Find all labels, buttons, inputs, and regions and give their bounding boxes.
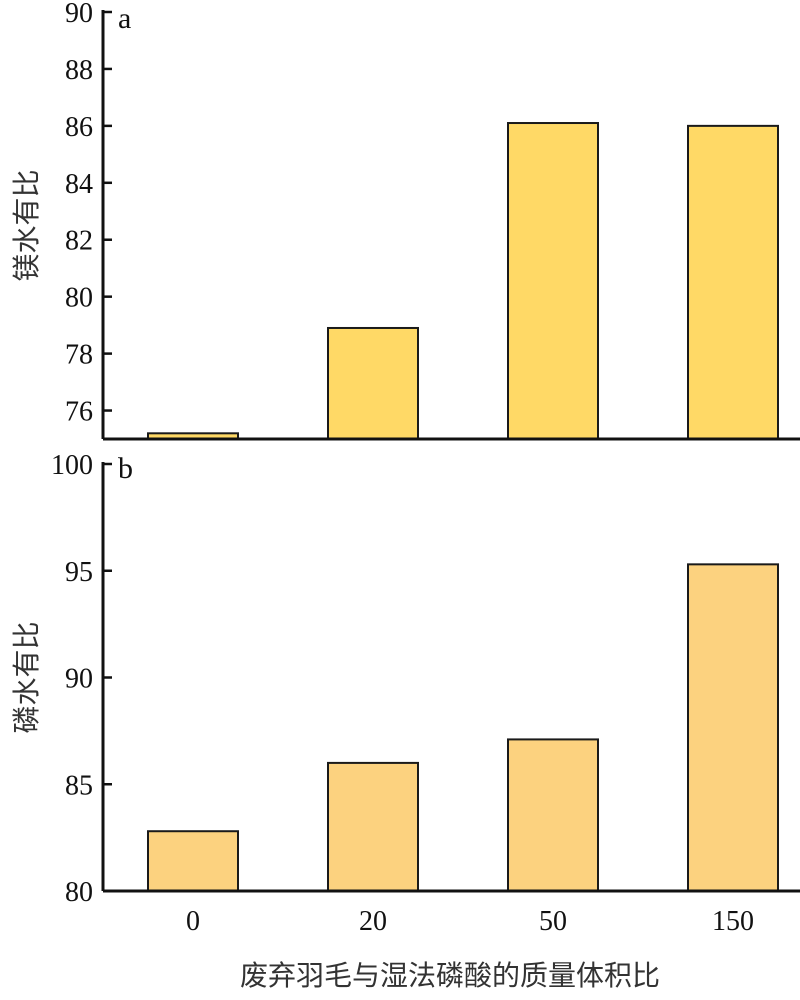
panel-label-b: b — [118, 452, 133, 485]
x-axis: 0 20 50 150 — [186, 906, 754, 937]
bar-a-50 — [507, 122, 599, 441]
y-axis-title-b: 磷水有比 — [10, 621, 43, 733]
bar-b-150 — [687, 563, 779, 892]
panel-label-a: a — [118, 2, 131, 35]
x-tick-label-20: 20 — [359, 906, 387, 937]
x-axis-title: 废弃羽毛与湿法磷酸的质量体积比 — [240, 959, 660, 992]
chart-panels: 76 78 80 82 84 86 88 90 a 镁水有比 80 85 90 95 100 b 磷水有比 — [10, 0, 800, 908]
y-tick-label-a-88: 88 — [65, 55, 93, 86]
y-tick-label-b-80: 80 — [65, 877, 93, 908]
y-tick-label-b-90: 90 — [65, 664, 93, 695]
bar-a-20 — [327, 326, 419, 441]
x-tick-label-150: 150 — [712, 906, 754, 937]
y-axis-title-a: 镁水有比 — [10, 169, 43, 281]
bar-b-0 — [147, 830, 239, 892]
y-tick-label-a-78: 78 — [65, 340, 93, 371]
x-tick-label-50: 50 — [539, 906, 567, 937]
panel-a: 76 78 80 82 84 86 88 90 a 镁水有比 — [10, 0, 800, 441]
y-tick-label-b-100: 100 — [51, 450, 93, 481]
y-tick-label-a-76: 76 — [65, 397, 93, 428]
bar-b-20 — [327, 761, 419, 893]
y-tick-label-a-80: 80 — [65, 283, 93, 314]
y-tick-label-b-95: 95 — [65, 557, 93, 588]
bar-a-150 — [687, 124, 779, 440]
panel-b: 80 85 90 95 100 b 磷水有比 — [10, 450, 800, 908]
bar-b-50 — [507, 738, 599, 892]
y-tick-label-a-90: 90 — [65, 0, 93, 29]
y-tick-label-a-82: 82 — [65, 226, 93, 257]
x-tick-label-0: 0 — [186, 906, 200, 937]
y-tick-label-a-84: 84 — [65, 169, 93, 200]
y-tick-label-b-85: 85 — [65, 770, 93, 801]
y-tick-label-a-86: 86 — [65, 112, 93, 143]
